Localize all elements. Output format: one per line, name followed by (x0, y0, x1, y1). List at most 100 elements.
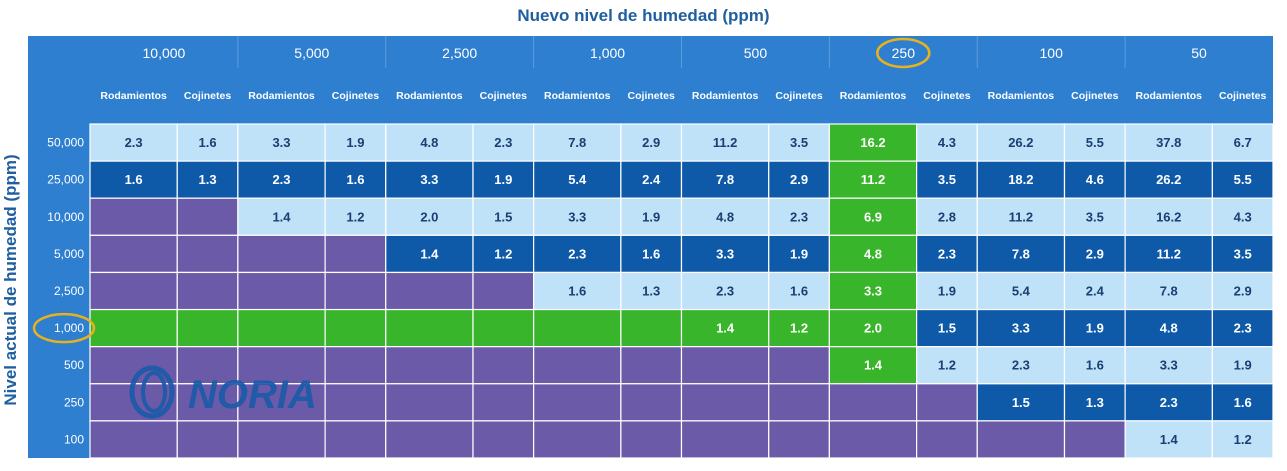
column-header: 100 (1040, 45, 1064, 61)
value-cojinetes: 2.3 (494, 135, 512, 150)
data-cell (472, 234, 535, 274)
data-cell (1211, 123, 1274, 162)
column-header: 10,000 (143, 45, 186, 61)
empty-cell (237, 234, 326, 274)
data-cell (620, 160, 683, 199)
empty-cell (916, 420, 978, 459)
empty-cell (620, 420, 683, 459)
row-header: 250 (64, 395, 84, 409)
data-cell (916, 197, 978, 236)
column-header: 2,500 (442, 45, 477, 61)
value-rodamientos: 4.8 (864, 246, 882, 261)
data-cell (385, 160, 474, 199)
data-cell (533, 160, 622, 199)
empty-cell (768, 420, 830, 459)
value-cojinetes: 2.4 (642, 172, 661, 187)
value-rodamientos: 1.4 (864, 358, 883, 373)
row-label-band (28, 124, 90, 458)
data-cell (385, 234, 474, 274)
value-rodamientos: 1.6 (125, 172, 143, 187)
data-cell (828, 197, 918, 236)
empty-cell (237, 271, 326, 311)
data-cell (1124, 234, 1213, 274)
data-cell (237, 160, 326, 199)
value-cojinetes: 1.6 (199, 135, 217, 150)
value-cojinetes: 1.6 (346, 172, 364, 187)
value-rodamientos: 4.8 (420, 135, 438, 150)
row-header: 100 (64, 432, 84, 446)
empty-cell (472, 383, 535, 422)
value-rodamientos: 3.3 (420, 172, 438, 187)
data-cell (768, 234, 830, 274)
value-cojinetes: 1.9 (1086, 321, 1104, 336)
value-rodamientos: 3.3 (1160, 358, 1178, 373)
value-cojinetes: 1.5 (494, 209, 512, 224)
table-header-band (28, 36, 1273, 124)
empty-cell (385, 383, 474, 422)
empty-cell (176, 234, 239, 274)
value-cojinetes: 2.9 (642, 135, 660, 150)
sublabel-cojinetes: Cojinetes (1071, 90, 1118, 102)
value-rodamientos: 7.8 (1012, 246, 1030, 261)
empty-cell (176, 383, 239, 422)
value-rodamientos: 1.5 (1012, 395, 1030, 410)
value-rodamientos: 6.9 (864, 209, 882, 224)
data-cell (1211, 271, 1274, 311)
empty-cell (828, 420, 918, 459)
empty-cell (324, 308, 387, 348)
empty-cell (533, 346, 622, 385)
data-cell (472, 160, 535, 199)
data-cell (1211, 197, 1274, 236)
column-header: 500 (744, 45, 768, 61)
data-cell (1211, 346, 1274, 385)
data-cell (1063, 123, 1126, 162)
value-cojinetes: 5.5 (1086, 135, 1104, 150)
sublabel-rodamientos: Rodamientos (840, 90, 907, 102)
data-cell (620, 234, 683, 274)
value-rodamientos: 3.3 (1012, 321, 1030, 336)
sublabel-rodamientos: Rodamientos (248, 90, 315, 102)
data-cell (620, 271, 683, 311)
empty-cell (472, 271, 535, 311)
value-rodamientos: 16.2 (1156, 209, 1181, 224)
value-cojinetes: 2.4 (1086, 284, 1105, 299)
empty-cell (89, 197, 178, 236)
data-cell (768, 123, 830, 162)
row-header: 10,000 (47, 210, 84, 224)
highlight-ring-column (876, 37, 931, 69)
sublabel-rodamientos: Rodamientos (396, 90, 463, 102)
value-cojinetes: 1.2 (938, 358, 956, 373)
column-header: 50 (1191, 45, 1207, 61)
column-header: 1,000 (590, 45, 625, 61)
row-header: 500 (64, 358, 84, 372)
sublabel-cojinetes: Cojinetes (628, 90, 675, 102)
value-rodamientos: 3.3 (568, 209, 586, 224)
value-cojinetes: 1.9 (642, 209, 660, 224)
value-rodamientos: 3.3 (864, 284, 882, 299)
empty-cell (324, 346, 387, 385)
column-header: 250 (892, 45, 916, 61)
data-cell (1211, 420, 1274, 459)
data-cell (1124, 383, 1213, 422)
empty-cell (89, 271, 178, 311)
value-cojinetes: 1.2 (1234, 432, 1252, 447)
data-cell (533, 197, 622, 236)
empty-cell (620, 346, 683, 385)
data-cell (324, 160, 387, 199)
value-cojinetes: 4.3 (1234, 209, 1252, 224)
sublabel-rodamientos: Rodamientos (692, 90, 759, 102)
data-cell (1124, 123, 1213, 162)
row-header: 50,000 (47, 136, 84, 150)
highlight-ring-row (32, 312, 96, 344)
value-cojinetes: 4.3 (938, 135, 956, 150)
empty-cell (472, 308, 535, 348)
value-rodamientos: 1.6 (568, 284, 586, 299)
empty-cell (385, 271, 474, 311)
noria-logo: NORIA (129, 365, 317, 419)
empty-cell (237, 383, 326, 422)
chart-title: Nuevo nivel de humedad (ppm) (517, 6, 770, 25)
value-cojinetes: 1.2 (494, 246, 512, 261)
data-cell (916, 234, 978, 274)
value-rodamientos: 18.2 (1008, 172, 1033, 187)
